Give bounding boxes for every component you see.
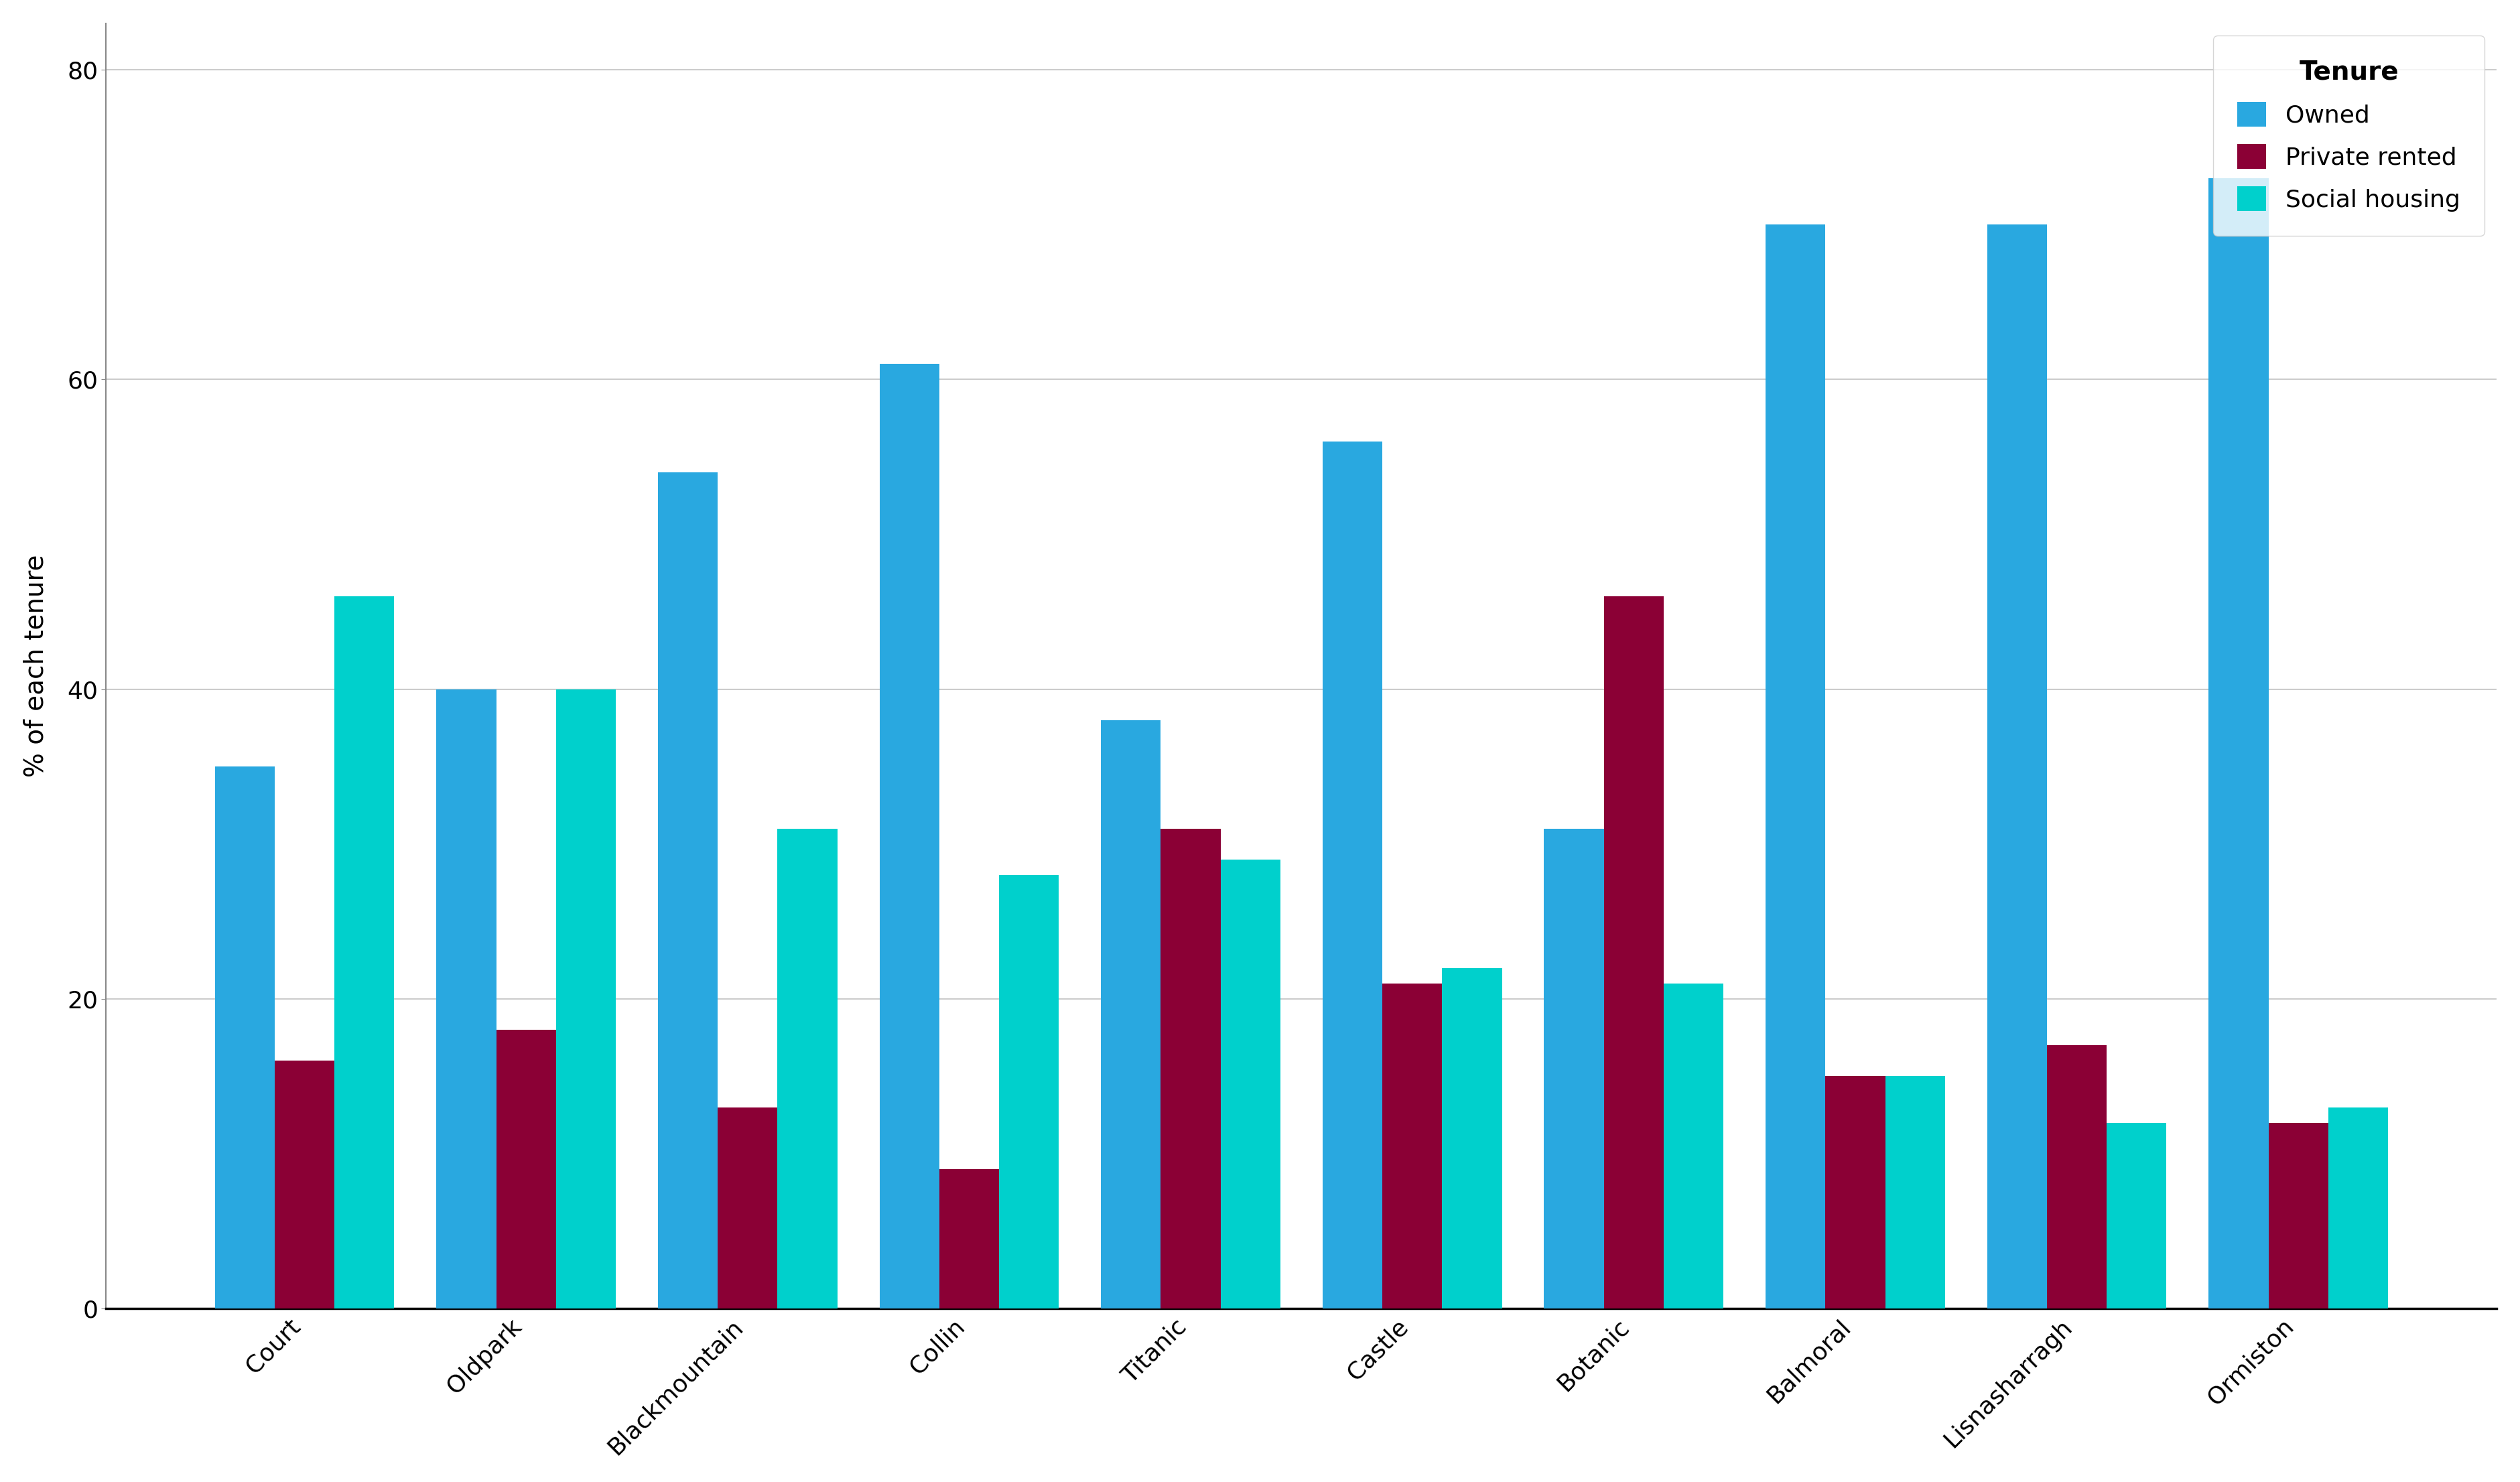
Bar <box>1603 596 1663 1309</box>
Bar <box>1101 720 1162 1309</box>
Legend: Owned, Private rented, Social housing: Owned, Private rented, Social housing <box>2213 36 2485 236</box>
Bar <box>1323 442 1383 1309</box>
Bar <box>1162 828 1220 1309</box>
Bar <box>1383 983 1441 1309</box>
Bar <box>436 689 496 1309</box>
Bar <box>940 1169 998 1309</box>
Bar <box>557 689 615 1309</box>
Bar <box>779 828 837 1309</box>
Bar <box>1824 1076 1885 1309</box>
Bar <box>998 874 1058 1309</box>
Bar <box>275 1061 335 1309</box>
Bar <box>1545 828 1603 1309</box>
Bar <box>214 766 275 1309</box>
Bar <box>1885 1076 1945 1309</box>
Bar <box>1220 860 1280 1309</box>
Bar <box>335 596 393 1309</box>
Bar <box>1767 225 1824 1309</box>
Bar <box>2046 1045 2107 1309</box>
Bar <box>1441 968 1502 1309</box>
Bar <box>2208 178 2268 1309</box>
Y-axis label: % of each tenure: % of each tenure <box>23 554 48 777</box>
Bar <box>1988 225 2046 1309</box>
Bar <box>879 365 940 1309</box>
Bar <box>658 473 718 1309</box>
Bar <box>496 1030 557 1309</box>
Bar <box>1663 983 1724 1309</box>
Bar <box>2107 1123 2167 1309</box>
Bar <box>2268 1123 2328 1309</box>
Bar <box>718 1107 779 1309</box>
Bar <box>2328 1107 2389 1309</box>
